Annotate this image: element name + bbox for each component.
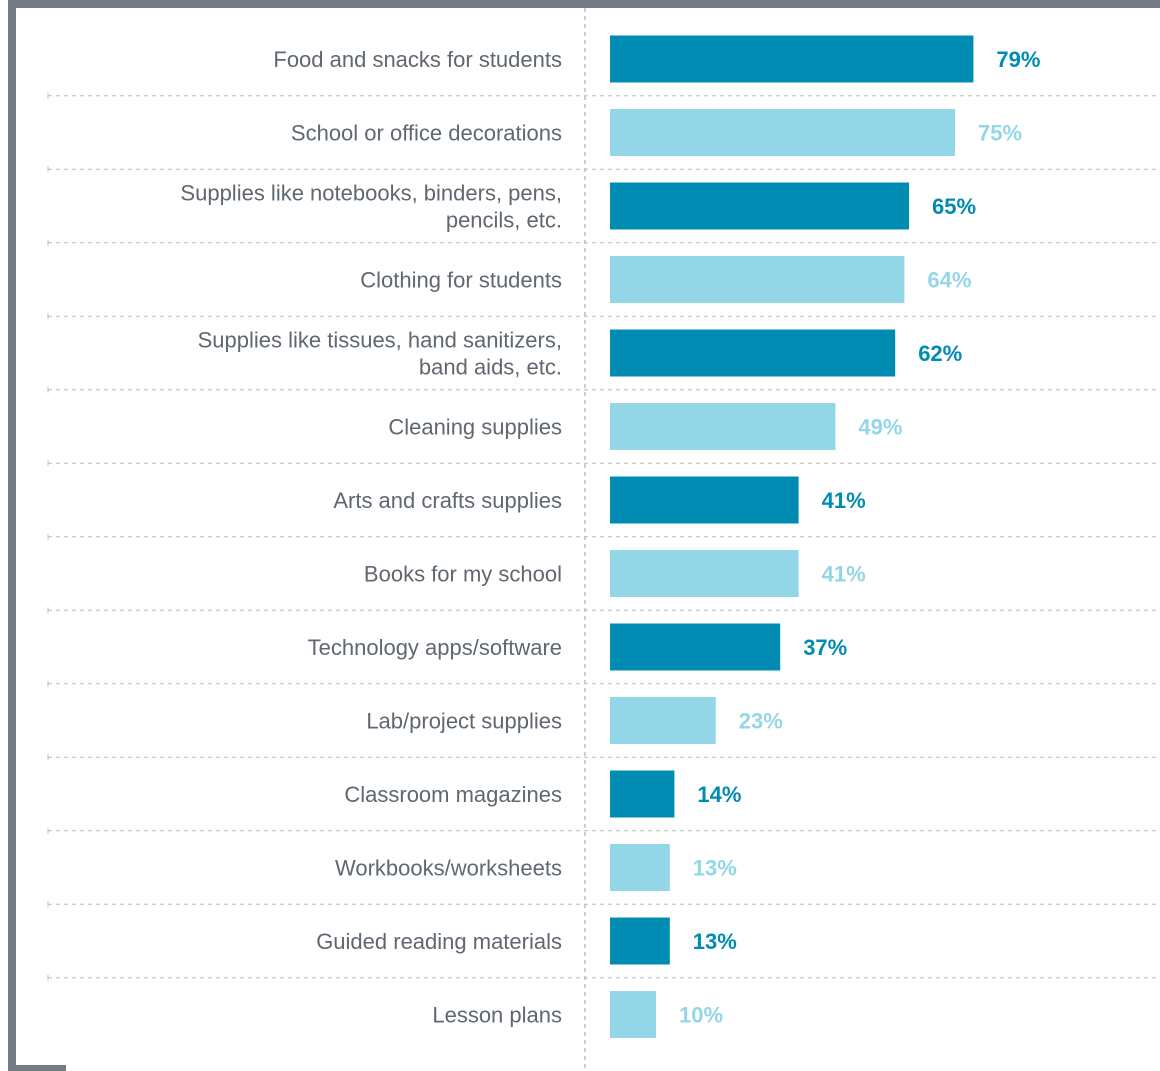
data-label: 13% (693, 856, 737, 881)
bar (610, 697, 716, 744)
data-label: 65% (932, 194, 976, 219)
data-label: 14% (697, 782, 741, 807)
category-label: Lab/project supplies (366, 709, 562, 734)
category-label: Cleaning supplies (388, 415, 562, 440)
category-label: Workbooks/worksheets (335, 856, 562, 881)
category-label: pencils, etc. (446, 208, 562, 233)
data-label: 79% (996, 47, 1040, 72)
bar (610, 182, 909, 230)
data-label: 41% (822, 562, 866, 587)
bar (610, 256, 905, 303)
data-label: 62% (918, 341, 962, 366)
frame-bottom-stub (8, 1065, 66, 1071)
category-labels: Food and snacks for students School or of… (180, 47, 562, 1028)
bar (610, 550, 799, 597)
category-label: Arts and crafts supplies (333, 488, 562, 513)
data-label: 41% (822, 488, 866, 513)
data-label: 23% (739, 709, 783, 734)
category-label: Classroom magazines (344, 782, 562, 807)
data-label: 75% (978, 121, 1022, 146)
frame-top (8, 0, 1160, 8)
category-label: Books for my school (364, 562, 562, 587)
category-label: band aids, etc. (419, 355, 562, 380)
category-label: Guided reading materials (316, 929, 562, 954)
bar (610, 329, 896, 377)
bar (610, 623, 781, 671)
data-label: 13% (693, 929, 737, 954)
bar (610, 917, 670, 965)
frame-left (8, 0, 16, 1071)
category-label: Technology apps/software (308, 635, 562, 660)
category-label: Supplies like tissues, hand sanitizers, (198, 328, 562, 353)
data-label: 49% (858, 415, 902, 440)
bar (610, 35, 974, 83)
data-label: 64% (927, 268, 971, 293)
bar (610, 770, 675, 818)
gridlines (47, 92, 1160, 981)
bar (610, 109, 955, 156)
value-labels: 79% 75% 65% 64% 62% 49% 41% 41% 37% 23% 14% 13% 13% 1… (679, 47, 1040, 1028)
category-label: School or office decorations (291, 121, 562, 146)
data-label: 10% (679, 1003, 723, 1028)
category-label: Lesson plans (432, 1003, 562, 1028)
category-label: Food and snacks for students (273, 47, 562, 72)
category-label: Clothing for students (360, 268, 562, 293)
bar (610, 844, 670, 891)
bar (610, 476, 799, 524)
category-label: Supplies like notebooks, binders, pens, (180, 181, 562, 206)
bar (610, 991, 656, 1038)
bars (610, 35, 974, 1038)
bar (610, 403, 836, 450)
data-label: 37% (803, 635, 847, 660)
